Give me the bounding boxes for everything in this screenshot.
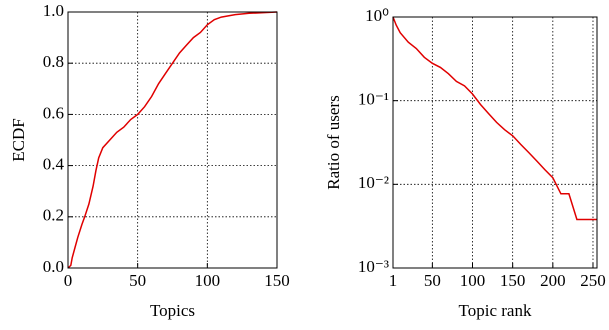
x-tick-label: 150 xyxy=(500,271,526,290)
x-axis-label: Topic rank xyxy=(459,301,532,320)
plot-frame xyxy=(392,16,598,269)
y-tick-label: 10⁻³ xyxy=(358,257,389,276)
y-tick-label: 10⁻¹ xyxy=(358,90,389,109)
x-tick-label: 100 xyxy=(195,271,221,290)
y-axis-label: ECDF xyxy=(9,118,28,161)
x-tick-label: 250 xyxy=(580,271,606,290)
plot-frame xyxy=(67,11,278,269)
y-tick-label: 0.4 xyxy=(43,155,65,174)
x-tick-label: 100 xyxy=(460,271,486,290)
y-tick-label: 1.0 xyxy=(43,1,64,20)
y-axis-label: Ratio of users xyxy=(324,95,343,189)
data-line xyxy=(67,11,278,269)
data-line xyxy=(392,16,597,221)
x-axis-label: Topics xyxy=(150,301,195,320)
x-tick-label: 50 xyxy=(424,271,441,290)
x-tick-label: 50 xyxy=(129,271,146,290)
y-tick-label: 0.2 xyxy=(43,206,64,225)
y-tick-label: 0.8 xyxy=(43,52,64,71)
x-tick-label: 150 xyxy=(264,271,290,290)
x-tick-label: 200 xyxy=(540,271,566,290)
y-tick-label: 0.0 xyxy=(43,257,64,276)
y-tick-label: 10⁻² xyxy=(358,173,389,192)
x-tick-label: 0 xyxy=(64,271,73,290)
y-tick-label: 0.6 xyxy=(43,103,64,122)
x-tick-label: 1 xyxy=(389,271,398,290)
y-tick-label: 10⁰ xyxy=(365,6,389,25)
